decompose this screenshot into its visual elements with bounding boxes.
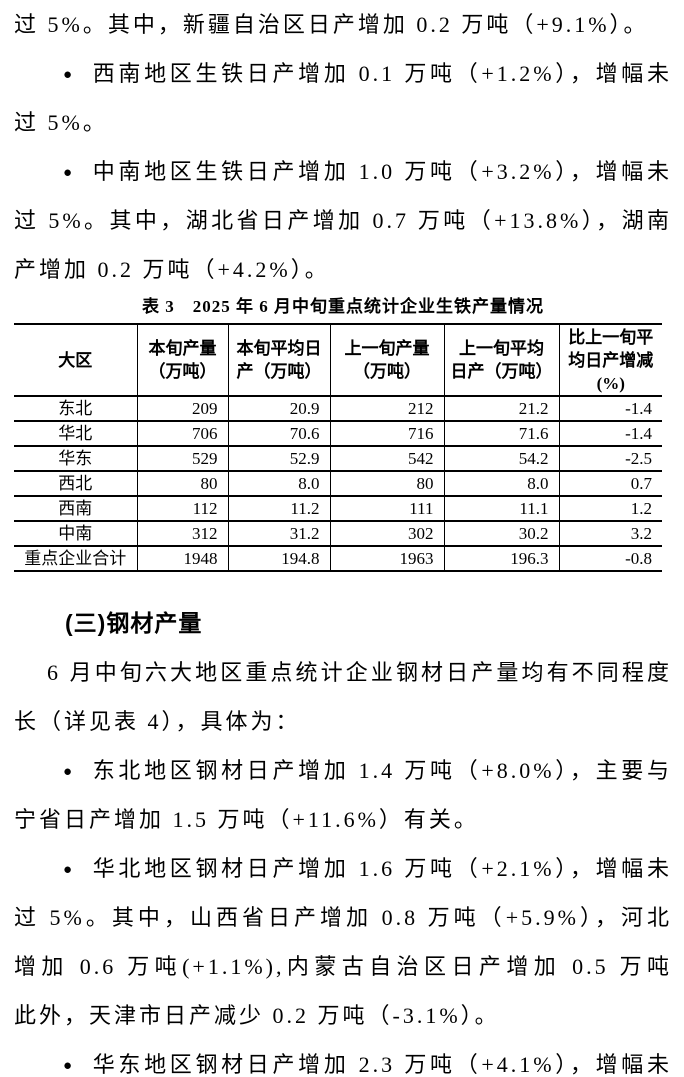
bullet-text: 东北地区钢材日产增加 1.4 万吨（+8.0%），主要与辽 <box>92 758 672 783</box>
table-row: 华东 529 52.9 542 54.2 -2.5 <box>14 445 662 471</box>
table-row: 西南 112 11.2 111 11.1 1.2 <box>14 495 662 521</box>
table-cell: 529 <box>136 445 228 471</box>
table-header-cell: 本旬产量 （万吨） <box>136 324 228 397</box>
text-line: 6 月中旬六大地区重点统计企业钢材日产量均有不同程度增 <box>47 660 672 685</box>
bullet-list-item: ● 华北地区钢材日产增加 1.6 万吨（+2.1%），增幅未超 <box>14 844 672 893</box>
bullet-icon: ● <box>63 862 73 878</box>
table-cell: 3.2 <box>558 520 662 546</box>
table-row: 中南 312 31.2 302 30.2 3.2 <box>14 520 662 546</box>
table-cell: -1.4 <box>558 396 662 421</box>
table-cell: -0.8 <box>558 545 662 571</box>
table-cell: 71.6 <box>443 420 559 446</box>
table-cell: 30.2 <box>443 520 559 546</box>
table-cell: 11.1 <box>443 495 559 521</box>
table-row: 东北 209 20.9 212 21.2 -1.4 <box>14 396 662 421</box>
section-heading: (三)钢材产量 <box>65 610 203 636</box>
table-cell: 8.0 <box>227 470 330 496</box>
bullet-text: 西南地区生铁日产增加 0.1 万吨（+1.2%），增幅未超 <box>92 61 672 86</box>
table-cell-region: 中南 <box>14 520 137 546</box>
table-cell: 302 <box>329 520 444 546</box>
table-row: 华北 706 70.6 716 71.6 -1.4 <box>14 420 662 446</box>
table-header-row: 大区 本旬产量 （万吨） 本旬平均日 产（万吨） 上一旬产量 （万吨） 上一旬平… <box>14 324 662 397</box>
bullet-list-item: ● 西南地区生铁日产增加 0.1 万吨（+1.2%），增幅未超 <box>14 49 672 98</box>
table-cell-region: 重点企业合计 <box>14 545 137 571</box>
table-cell-region: 华东 <box>14 445 137 471</box>
table-header-cell: 上一旬平均 日产（万吨） <box>443 324 559 397</box>
table-cell: 112 <box>136 495 228 521</box>
text-line: 过 5%。其中，湖北省日产增加 0.7 万吨（+13.8%），湖南省日 <box>14 208 672 233</box>
text-line: 宁省日产增加 1.5 万吨（+11.6%）有关。 <box>14 807 479 832</box>
table-cell: 212 <box>329 396 444 421</box>
table-cell-region: 华北 <box>14 420 137 446</box>
table-cell: 20.9 <box>227 396 330 421</box>
table-cell: 1.2 <box>558 495 662 521</box>
table-cell: 1948 <box>136 545 228 571</box>
table-cell-region: 东北 <box>58 399 93 418</box>
text-line: 过 5%。 <box>14 110 108 135</box>
text-line: 增加 0.6 万吨(+1.1%),内蒙古自治区日产增加 0.5 万吨(+12.2… <box>14 954 672 979</box>
table-cell: 312 <box>136 520 228 546</box>
table-cell: -2.5 <box>558 445 662 471</box>
bullet-text: 中南地区生铁日产增加 1.0 万吨（+3.2%），增幅未超 <box>92 159 672 184</box>
bullet-text: 华东地区钢材日产增加 2.3 万吨（+4.1%），增幅未超 <box>92 1052 672 1077</box>
table-header-cell: 上一旬产量 （万吨） <box>329 324 444 397</box>
table-cell: 716 <box>329 420 444 446</box>
table-header-cell: 比上一旬平 均日产增减 (%) <box>558 324 662 397</box>
table-cell-region: 西北 <box>14 470 137 496</box>
table-cell: 1963 <box>329 545 444 571</box>
bullet-text: 华北地区钢材日产增加 1.6 万吨（+2.1%），增幅未超 <box>92 856 672 881</box>
table-cell: 52.9 <box>227 445 330 471</box>
table-cell: -1.4 <box>558 420 662 446</box>
table-cell: 21.2 <box>443 396 559 421</box>
table-cell: 70.6 <box>227 420 330 446</box>
bullet-icon: ● <box>63 165 73 181</box>
table-cell: 80 <box>136 470 228 496</box>
bullet-list-item: ● 东北地区钢材日产增加 1.4 万吨（+8.0%），主要与辽 <box>14 746 672 795</box>
table-header-cell: 大区 <box>14 324 137 397</box>
table-cell: 194.8 <box>227 545 330 571</box>
bullet-icon: ● <box>63 1058 73 1074</box>
table-caption: 表 3 2025 年 6 月中旬重点统计企业生铁产量情况 <box>142 297 544 316</box>
table-cell: 542 <box>329 445 444 471</box>
table-cell: 209 <box>136 396 228 421</box>
text-line: 此外，天津市日产减少 0.2 万吨（-3.1%）。 <box>14 1003 500 1028</box>
table-cell: 11.2 <box>227 495 330 521</box>
bullet-icon: ● <box>63 67 73 83</box>
table-cell: 80 <box>329 470 444 496</box>
bullet-list-item: ● 华东地区钢材日产增加 2.3 万吨（+4.1%），增幅未超 <box>14 1040 672 1077</box>
table-header-cell: 本旬平均日 产（万吨） <box>227 324 330 397</box>
table-cell: 196.3 <box>443 545 559 571</box>
table-cell-region: 西南 <box>14 495 137 521</box>
table-cell: 0.7 <box>558 470 662 496</box>
text-line: 过 5%。其中，新疆自治区日产增加 0.2 万吨（+9.1%）。 <box>14 12 649 37</box>
bullet-icon: ● <box>63 764 73 780</box>
table-cell: 31.2 <box>227 520 330 546</box>
table-cell: 111 <box>329 495 444 521</box>
pig-iron-production-table: 大区 本旬产量 （万吨） 本旬平均日 产（万吨） 上一旬产量 （万吨） 上一旬平… <box>14 323 662 572</box>
table-cell: 8.0 <box>443 470 559 496</box>
bullet-list-item: ● 中南地区生铁日产增加 1.0 万吨（+3.2%），增幅未超 <box>14 147 672 196</box>
table-row: 西北 80 8.0 80 8.0 0.7 <box>14 470 662 496</box>
text-line: 过 5%。其中，山西省日产增加 0.8 万吨（+5.9%），河北省日产 <box>14 905 672 930</box>
text-line: 长（详见表 4），具体为： <box>14 709 301 734</box>
table-row-total: 重点企业合计 1948 194.8 1963 196.3 -0.8 <box>14 545 662 571</box>
text-line: 产增加 0.2 万吨（+4.2%）。 <box>14 257 330 282</box>
table-cell: 706 <box>136 420 228 446</box>
table-cell: 54.2 <box>443 445 559 471</box>
